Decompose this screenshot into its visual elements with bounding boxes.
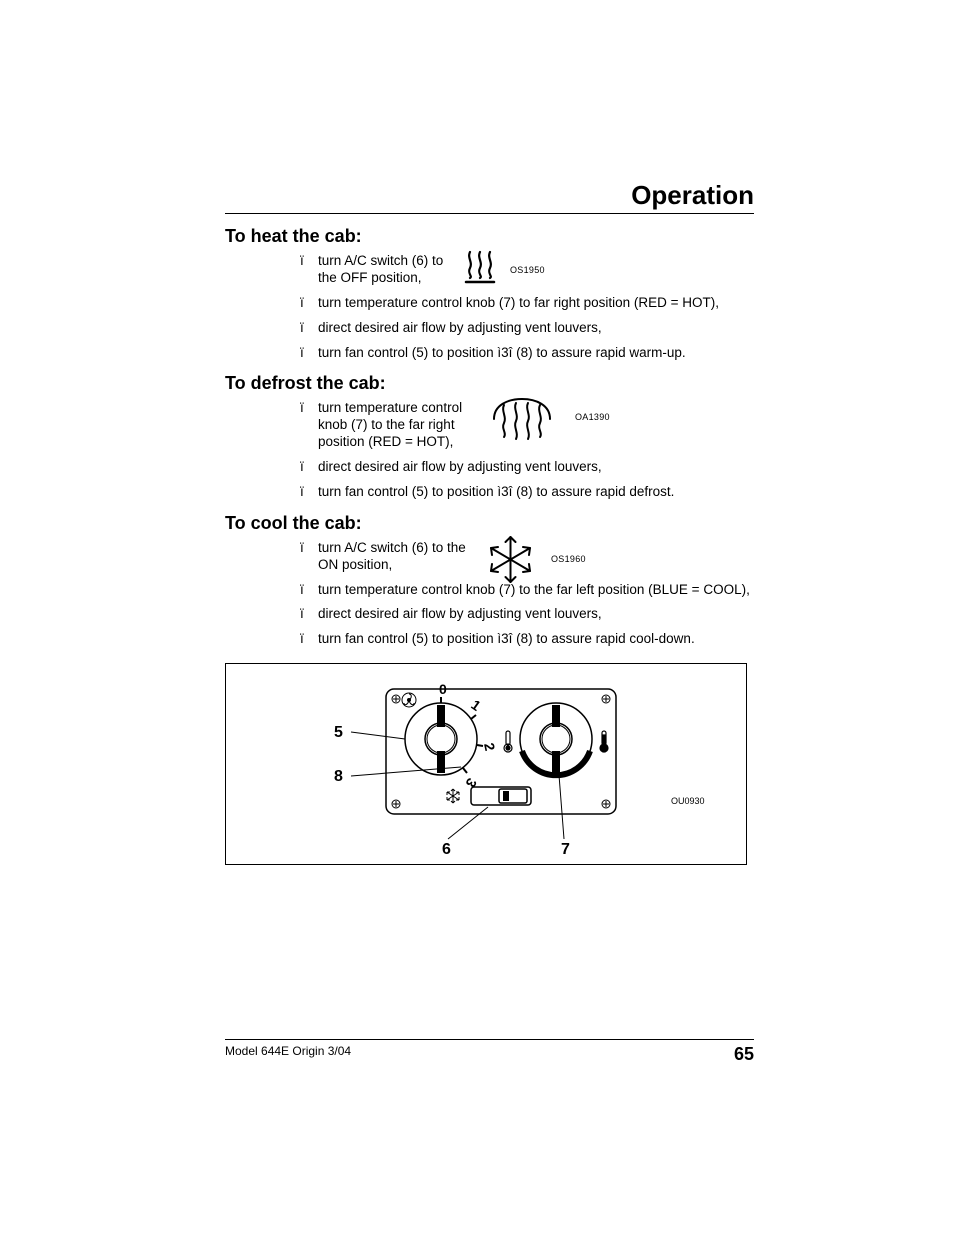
page-footer: Model 644E Origin 3/04 65 [225,1039,754,1065]
cool-item: turn fan control (5) to position ì3î (8)… [300,631,754,648]
callout-5: 5 [334,724,343,741]
heat-icon-label: OS1950 [510,265,545,275]
page-header: Operation [225,180,754,214]
footer-page-number: 65 [734,1044,754,1065]
snowflake-icon [483,532,538,592]
cool-icon-label: OS1960 [551,554,586,564]
footer-model: Model 644E Origin 3/04 [225,1044,351,1058]
dial-num-1: 1 [468,696,484,714]
dial-num-2: 2 [481,741,498,752]
callout-8: 8 [334,768,343,785]
callout-6: 6 [442,841,451,858]
cool-title: To cool the cab: [225,513,754,534]
callout-7: 7 [561,841,570,858]
dial-num-0: 0 [439,681,447,697]
heat-item: turn temperature control knob (7) to far… [300,295,754,312]
heat-icon [460,248,500,291]
diagram-label: OU0930 [671,796,705,806]
defrost-item: turn fan control (5) to position ì3î (8)… [300,484,754,501]
defrost-icon-label: OA1390 [575,412,610,422]
heat-item: turn fan control (5) to position ì3î (8)… [300,345,754,362]
defrost-icon [488,395,556,448]
defrost-title: To defrost the cab: [225,373,754,394]
control-panel-diagram: 0 1 2 3 5 8 6 7 OU0930 [225,663,747,865]
defrost-item: direct desired air flow by adjusting ven… [300,459,754,476]
heat-title: To heat the cab: [225,226,754,247]
cool-item: direct desired air flow by adjusting ven… [300,606,754,623]
heat-item: direct desired air flow by adjusting ven… [300,320,754,337]
